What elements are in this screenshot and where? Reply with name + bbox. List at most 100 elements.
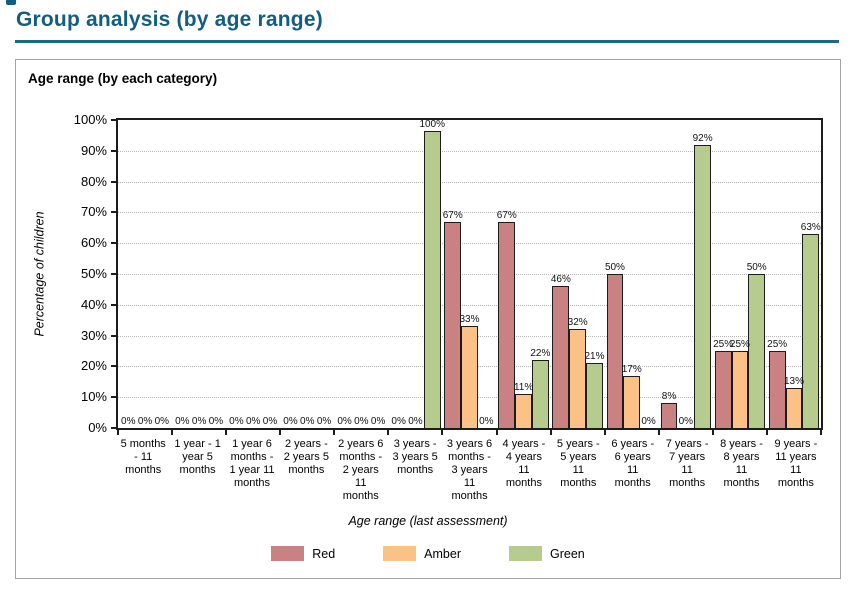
x-axis-tick-mark — [657, 428, 660, 435]
legend-label: Red — [312, 546, 336, 561]
bar — [714, 351, 732, 428]
bar-value-label: 0% — [175, 416, 190, 427]
bar-value-label: 63% — [800, 221, 821, 233]
x-axis-tick-mark — [225, 428, 228, 435]
y-axis-tick-label: 50% — [80, 266, 107, 281]
y-axis-tick-mark — [111, 365, 118, 368]
bar-value-label: 0% — [370, 416, 386, 427]
bar-slot: 0% — [299, 120, 316, 428]
x-axis-title: Age range (last assessment) — [348, 514, 508, 528]
bar-value-label: 21% — [584, 351, 605, 363]
x-axis-tick-mark — [603, 428, 606, 435]
y-axis-tick-label: 100% — [73, 112, 107, 127]
chart-panel-header: Age range (by each category) — [28, 71, 218, 86]
bar-value-label: 25% — [767, 339, 788, 350]
bar-value-label: 0% — [337, 416, 352, 427]
bar-value-label: 0% — [121, 416, 136, 427]
bar-value-label: 0% — [678, 416, 694, 427]
bar-value-label: 92% — [692, 132, 713, 144]
bar-value-label: 100% — [419, 119, 446, 130]
y-axis-tick-mark — [111, 303, 118, 306]
x-axis-tick-mark — [820, 428, 822, 435]
bar-slot: 63% — [800, 120, 821, 428]
bar — [444, 221, 462, 428]
legend-swatch — [383, 546, 417, 561]
bar — [552, 286, 570, 428]
x-axis-category-label: 3 years 6 months - 3 years 11 months — [446, 438, 493, 502]
bar — [461, 326, 478, 428]
bar-value-label: 50% — [746, 262, 767, 273]
bar-value-label: 17% — [621, 363, 642, 375]
bar-slot: 17% — [621, 120, 642, 428]
bar-value-label: 22% — [530, 348, 551, 360]
x-axis-tick-mark — [279, 428, 282, 435]
bar-slot: 25% — [713, 120, 733, 428]
chart-legend: Red Amber Green — [16, 546, 840, 561]
bar — [531, 360, 549, 428]
bar-value-label: 0% — [300, 416, 315, 427]
bar-slot: 92% — [692, 120, 713, 428]
y-axis-tick-mark — [111, 427, 118, 429]
bar-slot: 0% — [478, 120, 495, 428]
bar-value-label: 50% — [604, 262, 625, 273]
x-axis-category-label: 4 years - 4 years 11 months — [502, 438, 546, 489]
bar-value-label: 11% — [513, 382, 534, 394]
bar-slot: 25% — [767, 120, 788, 428]
bar-slot: 32% — [568, 120, 588, 428]
bar-slot: 0% — [191, 120, 208, 428]
bar-value-label: 0% — [316, 416, 332, 427]
x-axis-tick-mark — [495, 428, 498, 435]
y-axis-tick-mark — [111, 396, 118, 399]
bar-slot: 0% — [245, 120, 262, 428]
bar — [606, 274, 624, 428]
bar-group: 25% 25% 50% — [713, 120, 767, 428]
bar-slot: 100% — [419, 120, 445, 428]
bar-value-label: 0% — [245, 416, 261, 427]
y-axis-tick-label: 40% — [80, 296, 107, 312]
x-axis-tick-mark — [171, 428, 174, 435]
legend-label: Amber — [424, 546, 461, 561]
bar-slot: 22% — [530, 120, 551, 428]
bar-value-label: 0% — [262, 416, 278, 427]
gridline — [118, 150, 821, 152]
bar-value-label: 0% — [154, 416, 170, 427]
bar — [694, 144, 712, 428]
x-axis-category-label: 6 years - 6 years 11 months — [611, 438, 655, 489]
x-axis-category-label: 1 year - 1 year 5 months — [174, 438, 221, 476]
y-axis-tick-mark — [111, 211, 118, 214]
x-axis-tick-mark — [117, 428, 119, 435]
bar-slot: 0% — [353, 120, 370, 428]
bar-value-label: 0% — [137, 416, 153, 427]
y-axis-tick-mark — [111, 180, 118, 183]
x-axis-tick-mark — [387, 428, 390, 435]
x-axis-tick-mark — [441, 428, 444, 435]
page-title: Group analysis (by age range) — [16, 8, 323, 31]
x-axis-category-label: 1 year 6 months - 1 year 11 months — [229, 438, 275, 489]
bar-slot: 50% — [746, 120, 767, 428]
x-axis-category-label: 2 years - 2 years 5 months — [283, 438, 329, 476]
bar-slot: 0% — [336, 120, 353, 428]
legend-item: Red — [271, 546, 335, 561]
bar-value-label: 0% — [191, 416, 207, 427]
bar-slot: 50% — [604, 120, 625, 428]
bar-slot: 21% — [584, 120, 605, 428]
bar-value-label: 0% — [354, 416, 369, 427]
y-axis-tick-label: 80% — [80, 173, 107, 189]
bar-slot: 0% — [137, 120, 154, 428]
y-axis-tick-label: 30% — [80, 327, 107, 343]
gridline — [118, 212, 821, 214]
x-axis-category-label: 2 years 6 months - 2 years 11 months — [338, 438, 384, 502]
corner-decoration — [6, 0, 16, 5]
x-axis-category-label: 7 years - 7 years 11 months — [665, 438, 709, 489]
bar-group: 0% 0% 0% — [118, 120, 172, 428]
bar — [785, 387, 803, 428]
bar-slot: 13% — [784, 120, 804, 428]
bar-group: 0% 0% 0% — [280, 120, 334, 428]
bar-value-label: 0% — [283, 416, 298, 427]
bar-slot: 0% — [390, 120, 407, 428]
x-axis-tick-mark — [549, 428, 552, 435]
bar — [586, 363, 603, 428]
bar-group: 50% 17% 0% — [605, 120, 659, 428]
bar-value-label: 8% — [661, 391, 677, 403]
